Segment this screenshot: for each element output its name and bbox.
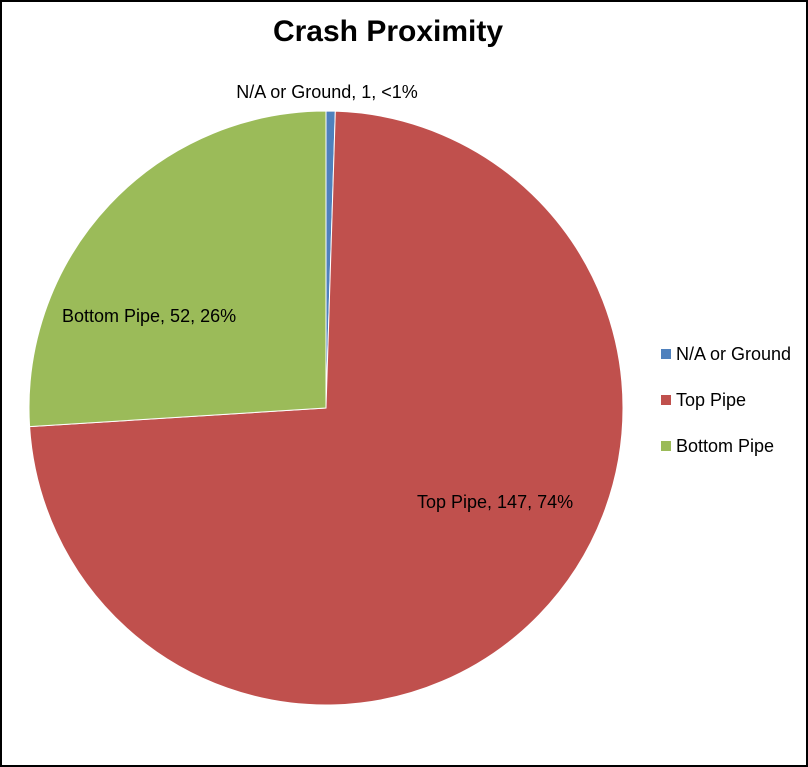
legend-swatch-icon (661, 349, 671, 359)
data-label-bottom-pipe: Bottom Pipe, 52, 26% (62, 306, 237, 326)
legend-label: Bottom Pipe (676, 436, 775, 456)
legend-label: Top Pipe (676, 390, 747, 410)
data-label-top-pipe: Top Pipe, 147, 74% (417, 492, 574, 512)
legend-label: N/A or Ground (676, 344, 792, 364)
pie-slice-bottom-pipe[interactable] (28, 110, 327, 428)
legend-item-bottom-pipe[interactable]: Bottom Pipe (661, 437, 791, 455)
data-label-na-or-ground: N/A or Ground, 1, <1% (236, 82, 418, 102)
legend-item-top-pipe[interactable]: Top Pipe (661, 391, 791, 409)
legend-swatch-icon (661, 395, 671, 405)
chart-title: Crash Proximity (272, 15, 504, 48)
legend: N/A or Ground Top Pipe Bottom Pipe (661, 345, 791, 455)
legend-swatch-icon (661, 441, 671, 451)
legend-item-na-or-ground[interactable]: N/A or Ground (661, 345, 791, 363)
